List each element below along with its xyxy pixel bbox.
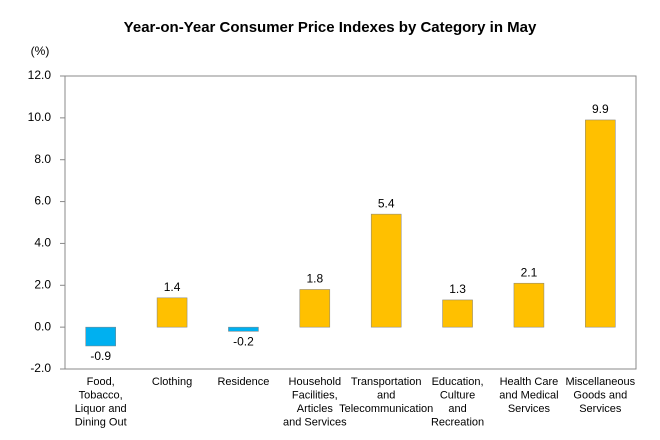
- x-tick-label-line: and Services: [283, 416, 347, 428]
- x-tick-label-line: Miscellaneous: [565, 376, 635, 388]
- x-tick-label: Transportation and Telecommunication: [339, 376, 433, 415]
- bar: [370, 213, 402, 328]
- x-tick-label-line: Residence: [217, 376, 269, 388]
- x-tick-label-line: Culture: [440, 389, 475, 401]
- bar: [228, 326, 259, 332]
- data-label: 1.8: [306, 272, 323, 286]
- x-tick-label-line: Education,: [432, 376, 484, 388]
- data-label: -0.9: [90, 349, 111, 363]
- bar: [585, 119, 616, 328]
- x-tick-label-line: Food,: [87, 376, 115, 388]
- x-tick-label-line: Telecommunication: [339, 403, 433, 415]
- x-tick-label-line: Household: [289, 376, 342, 388]
- y-tick-label: 12.0: [28, 68, 52, 82]
- plot-frame: [64, 75, 637, 370]
- x-tick-label-line: Liquor and: [75, 403, 127, 415]
- y-tick-label: 4.0: [34, 236, 51, 250]
- data-label: 1.4: [164, 280, 181, 294]
- x-tick-label-line: Facilities,: [292, 389, 338, 401]
- x-tick-label-line: Clothing: [152, 376, 192, 388]
- x-tick-label-line: Dining Out: [75, 416, 127, 428]
- x-tick-label-line: and Medical: [499, 389, 558, 401]
- bar: [513, 282, 545, 328]
- data-label: 1.3: [449, 282, 466, 296]
- bar: [156, 297, 188, 328]
- y-tick-label: 2.0: [34, 277, 51, 291]
- x-tick-label: Household Facilities, Articles and Services: [283, 376, 347, 429]
- bar: [442, 299, 473, 328]
- x-tick-label-line: Transportation: [351, 376, 422, 388]
- x-tick-label-line: Tobacco,: [79, 389, 123, 401]
- x-tick-label: Food, Tobacco, Liquor and Dining Out: [75, 376, 127, 429]
- x-tick-label-line: Services: [579, 403, 622, 415]
- x-tick-label: Health Care and Medical Services: [499, 376, 558, 415]
- bar: [299, 289, 331, 328]
- x-tick-label: Residence: [217, 376, 269, 388]
- chart-title: Year-on-Year Consumer Price Indexes by C…: [124, 19, 537, 36]
- y-tick-label: 0.0: [34, 319, 51, 333]
- y-tick-label: -2.0: [30, 361, 51, 375]
- x-tick-label-line: Goods and: [573, 389, 627, 401]
- x-tick-label: Miscellaneous Goods and Services: [565, 376, 635, 415]
- x-tick-label: Education, Culture and Recreation: [431, 376, 484, 429]
- y-tick-label: 8.0: [34, 152, 51, 166]
- x-tick-label-line: Recreation: [431, 416, 484, 428]
- data-label: 5.4: [378, 196, 395, 210]
- x-tick-label-line: and: [377, 389, 395, 401]
- data-label: -0.2: [233, 335, 254, 349]
- x-tick-label-line: and: [448, 403, 466, 415]
- y-axis-label: (%): [31, 44, 50, 58]
- bar: [85, 326, 116, 347]
- data-label: 9.9: [592, 102, 609, 116]
- x-tick-label-line: Services: [508, 403, 551, 415]
- x-tick-label-line: Articles: [297, 403, 334, 415]
- y-tick-label: 6.0: [34, 194, 51, 208]
- data-label: 2.1: [521, 265, 538, 279]
- x-tick-label: Clothing: [152, 376, 192, 388]
- y-tick-label: 10.0: [28, 110, 52, 124]
- x-tick-label-line: Health Care: [500, 376, 559, 388]
